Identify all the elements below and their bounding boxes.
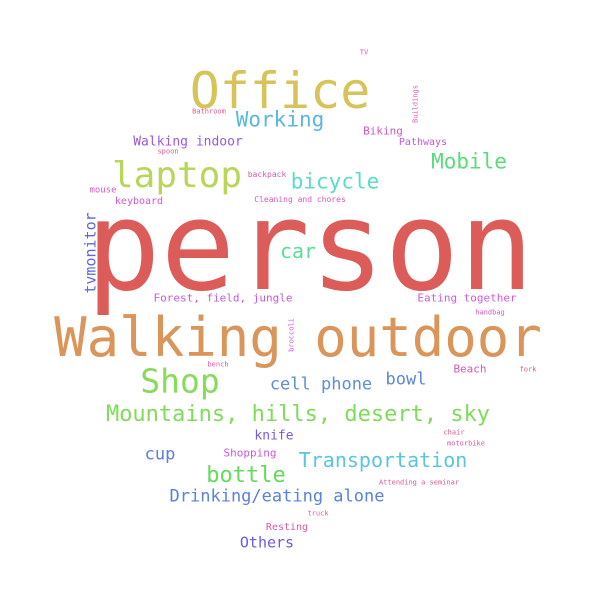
word-person: person [86,175,534,319]
word-knife: knife [254,428,294,444]
word-buildings: Buildings [411,85,420,123]
word-bowl: bowl [385,369,427,390]
word-walking-outdoor: Walking outdoor [54,306,542,369]
word-tv: TV [359,48,369,57]
word-forest-field-jungle: Forest, field, jungle [153,291,293,305]
word-keyboard: keyboard [114,196,164,207]
word-handbag: handbag [475,308,505,317]
word-pathways: Pathways [398,137,448,148]
word-walking-indoor: Walking indoor [133,134,243,150]
word-beach: Beach [453,362,487,376]
word-laptop: laptop [111,155,243,196]
word-shop: Shop [140,361,220,401]
word-fork: fork [519,365,537,374]
word-spoon: spoon [157,147,179,156]
word-others: Others [239,533,295,552]
word-car: car [279,239,317,263]
word-biking: Biking [363,124,403,138]
word-tvmonitor: tvmonitor [81,212,100,294]
word-mouse: mouse [89,185,117,196]
word-eating-together: Eating together [417,291,517,305]
word-truck: truck [307,509,329,518]
word-resting: Resting [265,522,309,533]
word-bottle: bottle [206,463,286,488]
word-mobile: Mobile [431,149,507,174]
word-bench: bench [207,360,229,369]
word-chair: chair [443,428,465,437]
word-bicycle: bicycle [290,169,380,194]
word-attending-a-seminar: Attending a seminar [378,478,460,487]
word-bathroom: Bathroom [192,107,226,116]
word-cleaning-and-chores: Cleaning and chores [254,195,346,204]
word-cell-phone: cell phone [269,374,373,395]
word-shopping: Shopping [223,446,277,460]
word-broccoli: broccoli [287,318,296,352]
word-motorbike: motorbike [447,439,485,448]
word-transportation: Transportation [298,448,468,472]
word-drinking-eating-alone: Drinking/eating alone [169,486,385,507]
word-backpack: backpack [247,170,287,179]
word-office: Office [189,62,371,120]
word-working: Working [235,107,325,132]
word-cup: cup [144,444,176,465]
word-mountains: Mountains, hills, desert, sky [105,402,491,427]
